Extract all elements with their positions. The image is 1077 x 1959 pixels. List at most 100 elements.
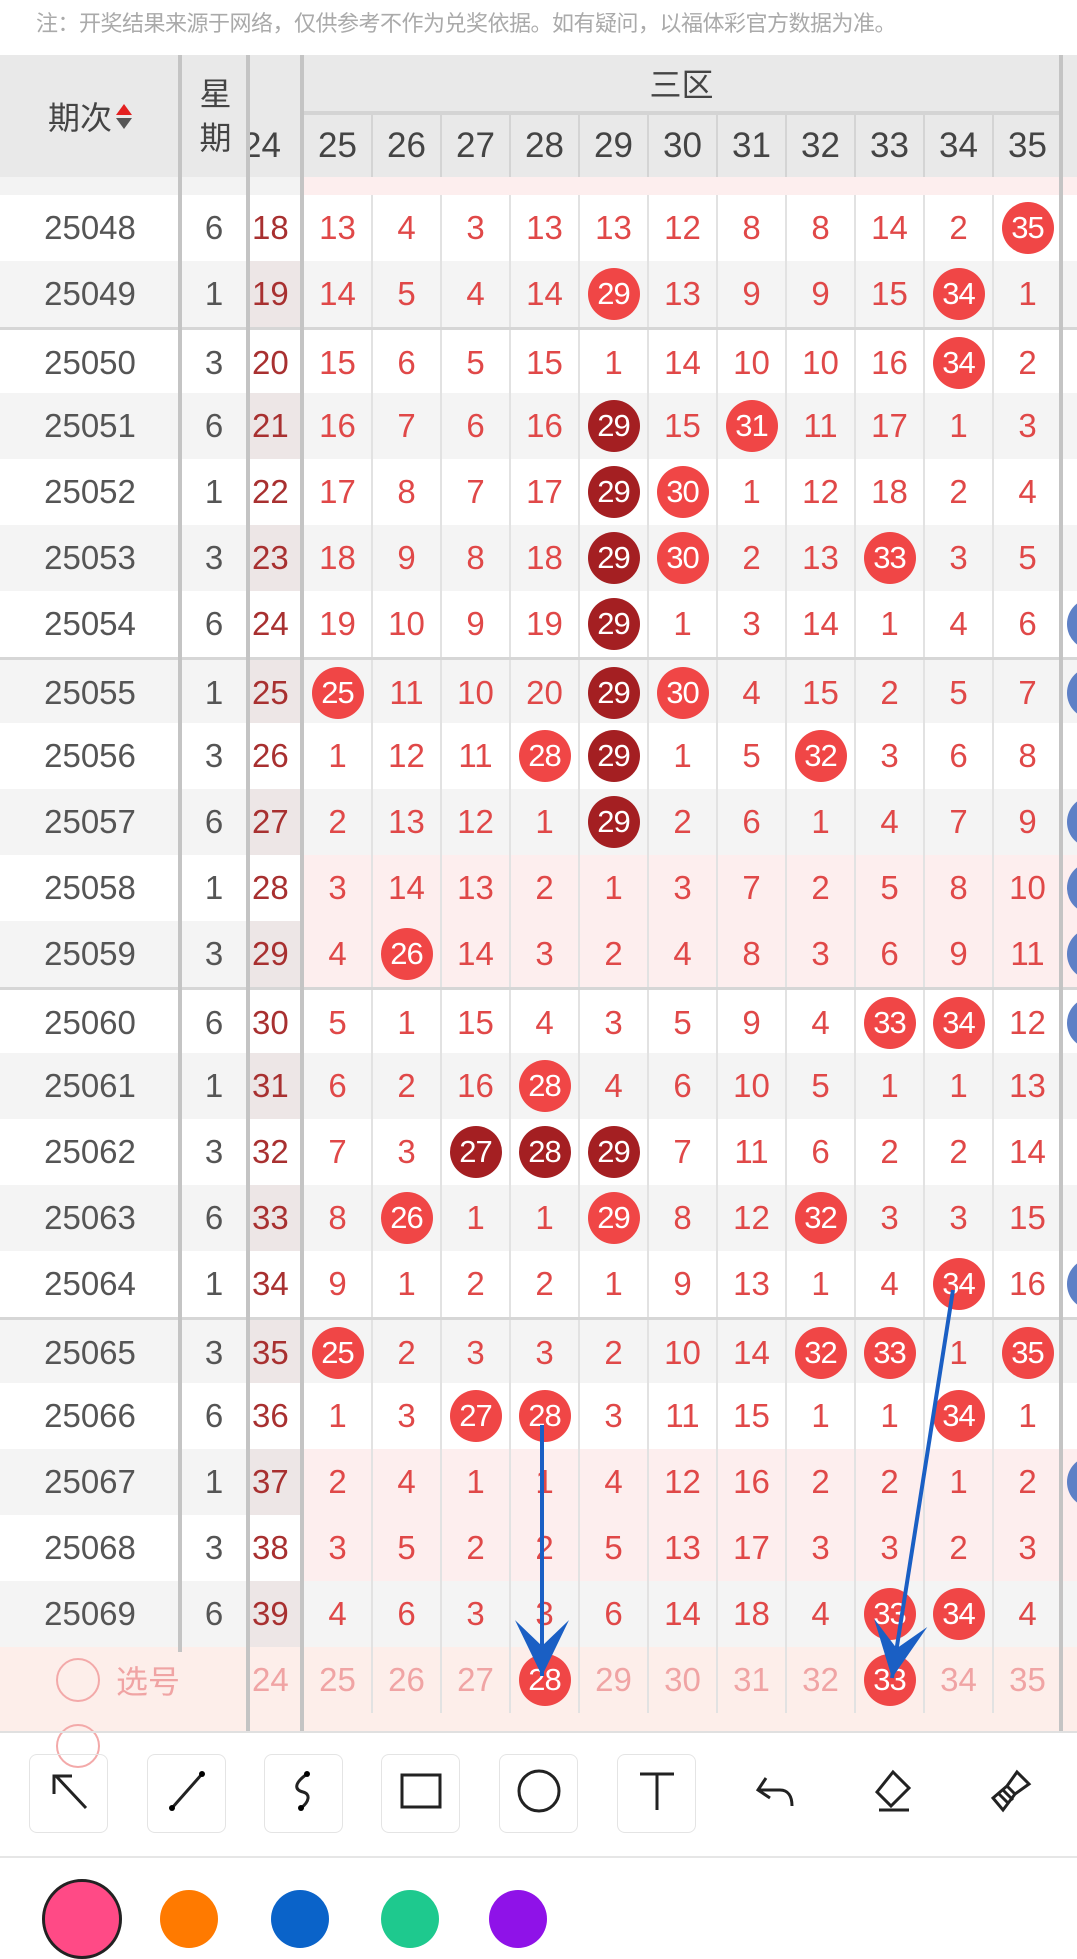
number-cell: 14 [371,855,440,921]
table-row[interactable]: 25054 6 24 19 10 9 19 29 1 3 14 1 4 6 [0,591,1077,657]
pick-number[interactable]: 26 [371,1647,440,1713]
table-row[interactable]: 25063 6 33 8 26 1 1 29 8 12 32 3 3 15 [0,1185,1077,1251]
number-cell: 4 [854,789,923,855]
color-swatch[interactable] [271,1890,329,1948]
hit-ball: 34 [932,337,985,389]
selected-ball[interactable]: 28 [518,1654,571,1706]
table-row[interactable]: 25052 1 22 17 8 7 17 29 30 1 12 18 2 4 [0,459,1077,525]
rectangle-tool-button[interactable] [381,1754,460,1833]
weekday-cell: 1 [204,674,224,711]
table-row[interactable]: 25057 6 27 2 13 12 1 29 2 6 1 4 7 9 [0,789,1077,855]
table-row[interactable]: 25059 3 29 4 26 14 3 2 4 8 3 6 9 11 [0,921,1077,987]
text-tool-button[interactable] [617,1754,696,1833]
number-cell: 14 [509,261,578,327]
pick-number[interactable]: 35 [992,1647,1061,1713]
rectangle-tool-icon [398,1768,444,1819]
hit-ball: 28 [518,730,571,782]
period-cell: 25066 [44,1397,136,1434]
color-swatch[interactable] [489,1890,547,1948]
pick-radio-2[interactable] [56,1724,100,1768]
number-cell: 10 [716,330,785,396]
color-swatch[interactable] [160,1890,218,1948]
number-cell: 25 [302,1320,371,1386]
number-cell: 5 [854,855,923,921]
number-cell: 3 [647,855,716,921]
pick-number[interactable]: 32 [785,1647,854,1713]
table-row[interactable]: 25066 6 36 1 3 27 28 3 11 15 1 1 34 1 [0,1383,1077,1449]
number-cell: 1 [440,1449,509,1515]
period-cell: 25061 [44,1067,136,1104]
number-cell: 12 [992,990,1061,1056]
number-cell: 3 [302,1515,371,1581]
table-row[interactable]: 25062 3 32 7 3 27 28 29 7 11 6 2 2 14 [0,1119,1077,1185]
next-zone-ball [1067,997,1077,1049]
freehand-tool-button[interactable] [264,1754,343,1833]
color-swatch[interactable] [42,1879,122,1959]
circle-tool-button[interactable] [499,1754,578,1833]
pick-number[interactable]: 24 [248,1647,302,1713]
column-header-31: 31 [716,115,785,177]
number-cell: 1 [785,1383,854,1449]
table-row[interactable]: 25058 1 28 3 14 13 2 1 3 7 2 5 8 10 [0,855,1077,921]
table-row[interactable]: 25053 3 23 18 9 8 18 29 30 2 13 33 3 5 [0,525,1077,591]
selected-ball[interactable]: 33 [863,1654,916,1706]
number-cell: 5 [785,1053,854,1119]
undo-button[interactable] [735,1754,814,1833]
table-row[interactable]: 25064 1 34 9 1 2 2 1 9 13 1 4 34 16 [0,1251,1077,1317]
number-cell: 11 [716,1119,785,1185]
line-tool-button[interactable] [147,1754,226,1833]
table-row[interactable]: 25049 1 19 14 5 4 14 29 13 9 9 15 34 1 [0,261,1077,327]
pick-number[interactable]: 31 [716,1647,785,1713]
number-cell: 29 [578,1185,647,1251]
number-cell: 29 [578,591,647,657]
table-row[interactable]: 25060 6 30 5 1 15 4 3 5 9 4 33 34 12 [0,987,1077,1056]
number-cell: 7 [923,789,992,855]
pick-number[interactable]: 30 [647,1647,716,1713]
sort-icon[interactable] [116,103,132,129]
hit-ball: 33 [863,1588,916,1640]
number-cell: 4 [440,261,509,327]
number-cell: 3 [509,1320,578,1386]
number-cell: 29 [578,1119,647,1185]
hit-ball: 30 [656,667,709,719]
number-cell: 2 [371,1320,440,1386]
number-cell: 26 [248,723,302,789]
table-row[interactable]: 25065 3 35 25 2 3 3 2 10 14 32 33 1 35 [0,1317,1077,1386]
number-cell: 3 [509,1581,578,1647]
number-cell: 2 [302,1449,371,1515]
table-row[interactable]: 25050 3 20 15 6 5 15 1 14 10 10 16 34 2 [0,327,1077,396]
weekday-cell: 6 [204,407,224,444]
number-cell: 17 [509,459,578,525]
pick-number[interactable]: 33 [854,1647,923,1713]
number-cell: 28 [509,723,578,789]
color-swatch[interactable] [381,1890,439,1948]
pick-radio[interactable] [56,1658,100,1702]
pick-number[interactable]: 29 [578,1647,647,1713]
pick-number[interactable]: 34 [923,1647,992,1713]
table-row[interactable]: 25056 3 26 1 12 11 28 29 1 5 32 3 6 8 [0,723,1077,789]
table-row[interactable]: 25068 3 38 3 5 2 2 5 13 17 3 3 2 3 [0,1515,1077,1581]
pick-number[interactable]: 27 [440,1647,509,1713]
number-cell: 4 [923,591,992,657]
hit-ball: 33 [863,997,916,1049]
table-row[interactable]: 25048 6 18 13 4 3 13 13 12 8 8 14 2 35 [0,195,1077,261]
table-row[interactable]: 25067 1 37 2 4 1 1 4 12 16 2 2 1 2 [0,1449,1077,1515]
table-row[interactable]: 25069 6 39 4 6 3 3 6 14 18 4 33 34 4 [0,1581,1077,1647]
table-row[interactable]: 25051 6 21 16 7 6 16 29 15 31 11 17 1 3 [0,393,1077,459]
table-row[interactable]: 25055 1 25 25 11 10 20 29 30 4 15 2 5 7 [0,657,1077,726]
table-row[interactable]: 25061 1 31 6 2 16 28 4 6 10 5 1 1 13 [0,1053,1077,1119]
eraser-button[interactable] [852,1754,931,1833]
number-cell: 24 [248,591,302,657]
period-column-header[interactable]: 期次 [0,55,180,177]
number-cell: 1 [509,1449,578,1515]
pick-number[interactable]: 25 [302,1647,371,1713]
number-cell: 15 [440,990,509,1056]
clear-all-button[interactable] [970,1754,1049,1833]
number-cell: 10 [440,660,509,726]
period-cell: 25051 [44,407,136,444]
weekday-cell: 3 [204,1334,224,1371]
pick-number[interactable]: 28 [509,1647,578,1713]
hit-ball: 32 [794,730,847,782]
arrow-tool-button[interactable] [29,1754,108,1833]
number-cell: 28 [509,1383,578,1449]
